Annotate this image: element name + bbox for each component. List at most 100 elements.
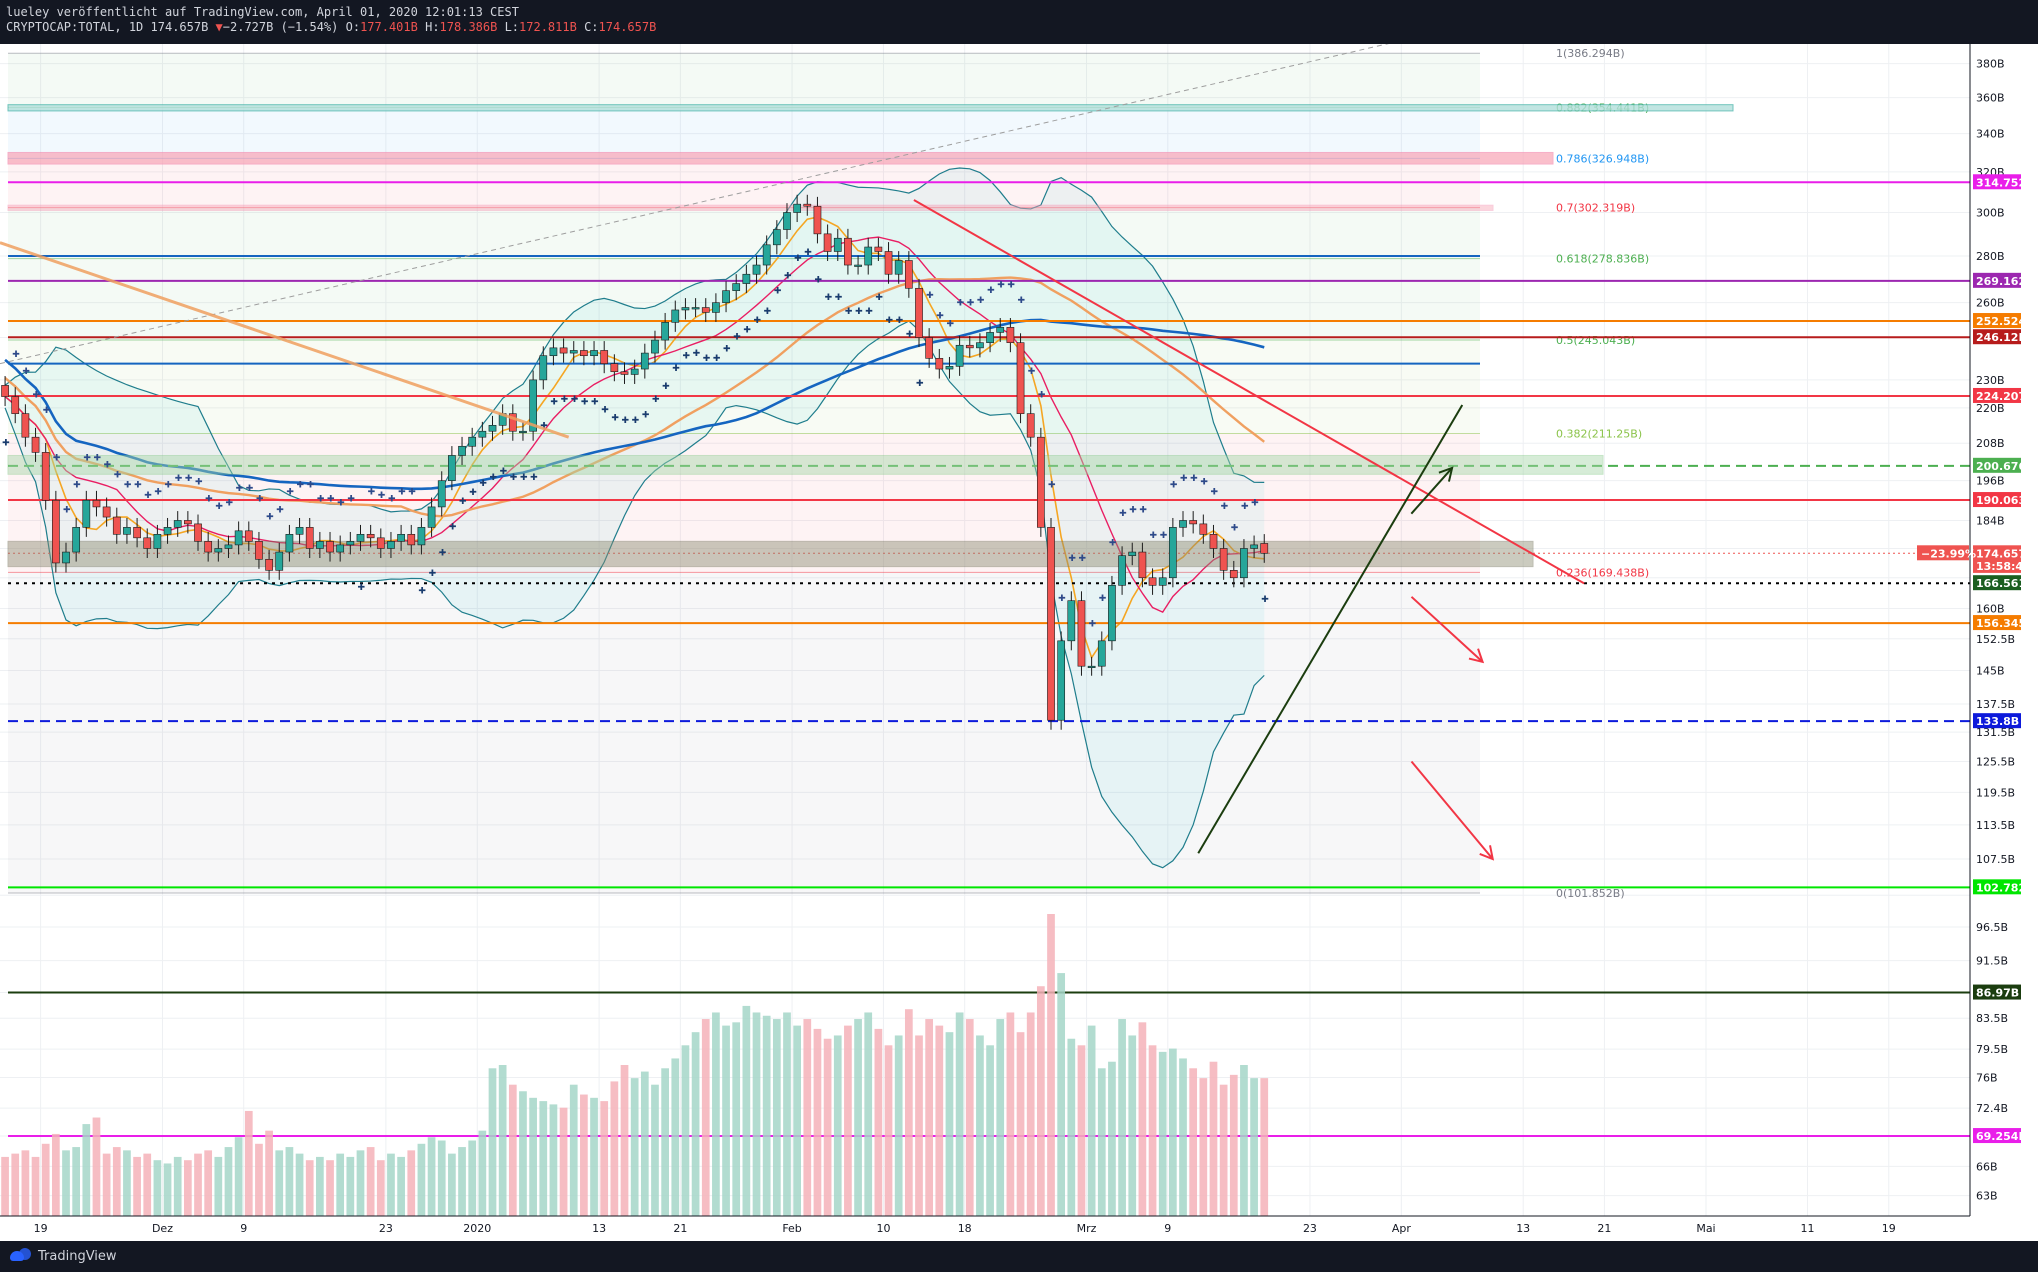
fib-zone [8,258,1480,340]
candle [823,233,832,252]
sar-dot: ✚ [439,549,447,559]
volume-bar [62,1150,70,1216]
sar-dot: ✚ [601,405,609,415]
pink-zone-box[interactable] [7,151,1554,165]
candle [864,246,873,266]
price-axis-tick: 79.5B [1976,1043,2008,1056]
volume-bar [671,1058,680,1216]
time-axis-tick: 11 [1801,1222,1815,1235]
volume-bar [1250,1078,1258,1216]
candle [21,413,30,438]
volume-bar [468,1140,477,1216]
candle [1,385,9,397]
sar-dot: ✚ [1170,481,1178,491]
down-arrow-1[interactable] [1410,596,1484,663]
volume-bar [864,1012,873,1216]
candle [874,246,883,252]
candle [346,541,355,546]
candle [996,327,1005,333]
candle [844,237,852,266]
candle [62,551,70,564]
candle [701,307,710,313]
candle [285,534,294,553]
volume-bar [986,1045,994,1216]
volume-bar [92,1117,101,1216]
candle [722,290,730,303]
candle [965,344,974,349]
sar-dot: ✚ [703,354,711,364]
sar-dot: ✚ [479,479,487,489]
volume-bar [143,1153,152,1216]
candle [387,541,395,549]
time-axis-tick: 18 [958,1222,972,1235]
volume-bar [1209,1061,1218,1216]
sar-dot: ✚ [175,474,183,484]
volume-bar [478,1130,487,1216]
price-axis-tick: 220B [1976,402,2005,415]
time-axis-tick: 9 [240,1222,247,1235]
sar-dot: ✚ [510,473,518,483]
sar-dot: ✚ [256,495,264,505]
sar-dot: ✚ [1251,498,1259,508]
tradingview-brand[interactable]: TradingView [10,1248,117,1264]
sar-dot: ✚ [723,344,731,354]
fib-trend-dashed [0,44,1389,365]
teal-zone-box[interactable] [7,104,1734,112]
volume-bar [407,1150,416,1216]
volume-bar [123,1150,131,1216]
candle [1229,570,1238,579]
sar-dot: ✚ [682,352,690,362]
green-zone-box[interactable] [7,454,1604,475]
volume-bar [458,1147,466,1216]
volume-bar [51,1133,60,1216]
candle [508,413,517,432]
volume-bar [295,1153,304,1216]
candle [681,307,690,311]
volume-bar [620,1065,629,1216]
sar-dot: ✚ [490,473,498,483]
candle [854,264,862,267]
sar-dot: ✚ [733,332,741,342]
volume-bar [833,1035,842,1216]
volume-bar [945,1032,954,1216]
volume-bar [508,1084,517,1216]
down-arrow-2[interactable] [1410,760,1494,860]
fib-label: 0.786(326.948B) [1556,152,1649,165]
volume-bar [772,1019,781,1216]
pink-zone-box-2[interactable] [7,204,1494,211]
sar-dot: ✚ [774,287,782,297]
sar-dot: ✚ [520,473,528,483]
price-axis-tick: 184B [1976,514,2005,527]
price-tag [1973,1128,2021,1144]
up-arrow[interactable] [1410,467,1453,515]
candle [1108,585,1116,642]
price-axis-tick: 76B [1976,1071,1998,1084]
time-axis-tick: 23 [379,1222,393,1235]
price-tag [1973,545,2021,561]
sar-dot: ✚ [357,583,365,593]
sar-dot: ✚ [1018,296,1026,306]
volume-bar [1087,1025,1096,1216]
candle [41,452,50,501]
volume-bar [1169,1048,1177,1216]
volume-bar [1077,1045,1086,1216]
sar-dot: ✚ [1048,481,1056,491]
candle [752,264,761,275]
fib-label: 1(386.294B) [1556,47,1625,60]
price-chart[interactable]: 1(386.294B)0.882(354.441B)0.786(326.948B… [0,44,2038,1241]
price-tag [1973,457,2021,473]
sar-dot: ✚ [835,293,843,303]
time-axis-tick: 23 [1303,1222,1317,1235]
support-trendline[interactable] [1197,404,1464,854]
sar-dot: ✚ [916,379,924,389]
sar-dot: ✚ [205,495,213,505]
symbol-label[interactable]: CRYPTOCAP:TOTAL, 1D [6,20,144,34]
resistance-trendline[interactable] [913,199,1585,585]
price-axis-tick: 137.5B [1976,698,2015,711]
candle [559,347,568,354]
volume-bar [1189,1068,1198,1216]
time-axis-tick: Mai [1696,1222,1715,1235]
fib-label: 0.7(302.319B) [1556,202,1635,215]
volume-bar [996,1019,1005,1216]
volume-bar [1138,1022,1147,1216]
